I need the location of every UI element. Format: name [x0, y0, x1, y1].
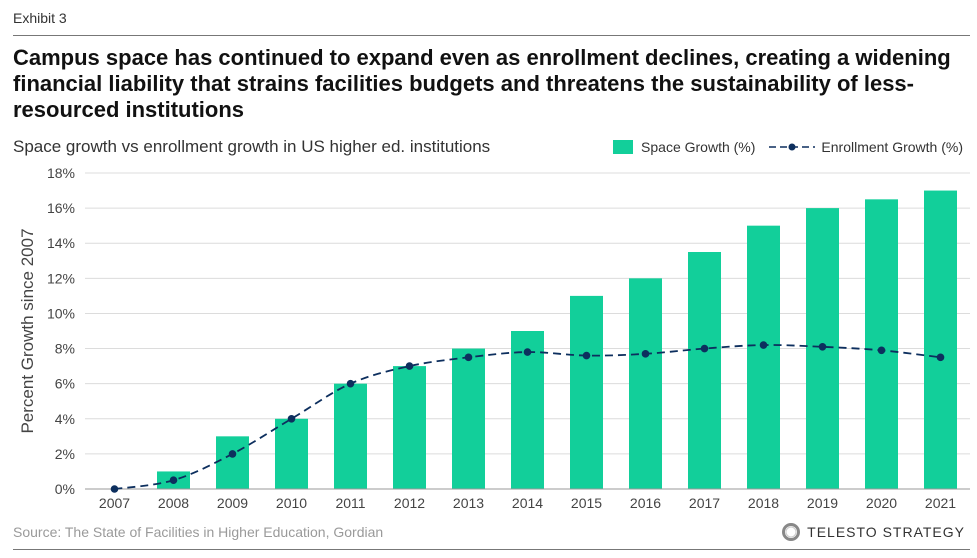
x-tick-label: 2007 — [99, 495, 130, 511]
legend-line-swatch — [769, 143, 816, 151]
enrollment-point-2014 — [523, 348, 532, 356]
bar-2016 — [629, 278, 662, 489]
enrollment-line — [114, 344, 941, 490]
enrollment-point-2008 — [169, 476, 178, 485]
x-tick-label: 2018 — [748, 495, 779, 511]
enrollment-point-2019 — [818, 343, 827, 351]
chart-subtitle: Space growth vs enrollment growth in US … — [13, 137, 491, 156]
enrollment-point-2016 — [641, 350, 650, 358]
enrollment-point-2009 — [228, 450, 237, 458]
enrollment-point-2018 — [759, 341, 768, 349]
bar-2013 — [452, 348, 485, 489]
bottom-divider — [13, 549, 970, 550]
y-tick-label: 4% — [55, 411, 75, 427]
top-divider — [13, 35, 970, 36]
telesto-logo: TELESTO STRATEGY — [781, 522, 965, 542]
bar-2012 — [393, 366, 426, 489]
x-tick-label: 2013 — [453, 495, 484, 511]
legend-enrollment-label: Enrollment Growth (%) — [821, 139, 963, 155]
bar-2020 — [865, 199, 898, 490]
y-tick-label: 8% — [55, 341, 75, 357]
x-tick-label: 2009 — [217, 495, 248, 511]
bar-2009 — [216, 436, 249, 489]
enrollment-point-2015 — [582, 351, 591, 360]
legend: Space Growth (%) Enrollment Growth (%) — [613, 139, 963, 155]
y-tick-label: 0% — [55, 481, 75, 497]
legend-bar-swatch — [613, 140, 634, 154]
y-tick-label: 10% — [47, 305, 75, 321]
enrollment-point-2007 — [110, 485, 119, 493]
bar-2010 — [275, 418, 308, 489]
y-tick-label: 18% — [47, 165, 75, 181]
y-tick-label: 2% — [55, 446, 75, 462]
bar-2018 — [747, 225, 780, 489]
x-tick-label: 2021 — [925, 495, 956, 511]
x-tick-label: 2020 — [866, 495, 897, 511]
legend-space-label: Space Growth (%) — [641, 139, 756, 155]
bar-2014 — [511, 331, 544, 489]
logo-ring-icon — [782, 523, 801, 541]
enrollment-point-2017 — [700, 344, 709, 353]
x-tick-label: 2016 — [630, 495, 661, 511]
y-axis-title: Percent Growth since 2007 — [18, 228, 37, 433]
enrollment-point-2010 — [287, 414, 296, 423]
x-tick-label: 2019 — [807, 495, 838, 511]
source-note: Source: The State of Facilities in Highe… — [13, 524, 384, 540]
enrollment-point-2011 — [346, 379, 355, 388]
enrollment-point-2021 — [936, 353, 945, 362]
logo-text: TELESTO STRATEGY — [807, 524, 965, 540]
x-tick-label: 2010 — [276, 495, 307, 511]
bar-2017 — [688, 252, 721, 489]
y-tick-label: 14% — [47, 235, 75, 251]
enrollment-point-2012 — [405, 362, 414, 370]
exhibit-label: Exhibit 3 — [13, 10, 67, 26]
x-tick-label: 2008 — [158, 495, 189, 511]
y-tick-label: 16% — [47, 200, 75, 216]
bar-2011 — [334, 383, 367, 489]
x-tick-label: 2017 — [689, 495, 720, 511]
y-tick-label: 6% — [55, 376, 75, 392]
x-tick-label: 2015 — [571, 495, 602, 511]
enrollment-point-2020 — [877, 346, 886, 355]
page-title: Campus space has continued to expand eve… — [13, 45, 951, 122]
bar-2021 — [924, 190, 957, 490]
x-tick-label: 2011 — [335, 495, 365, 511]
x-tick-label: 2012 — [394, 495, 425, 511]
enrollment-point-2013 — [464, 353, 473, 362]
y-tick-label: 12% — [47, 270, 75, 286]
bar-2015 — [570, 295, 603, 489]
x-tick-label: 2014 — [512, 495, 543, 511]
